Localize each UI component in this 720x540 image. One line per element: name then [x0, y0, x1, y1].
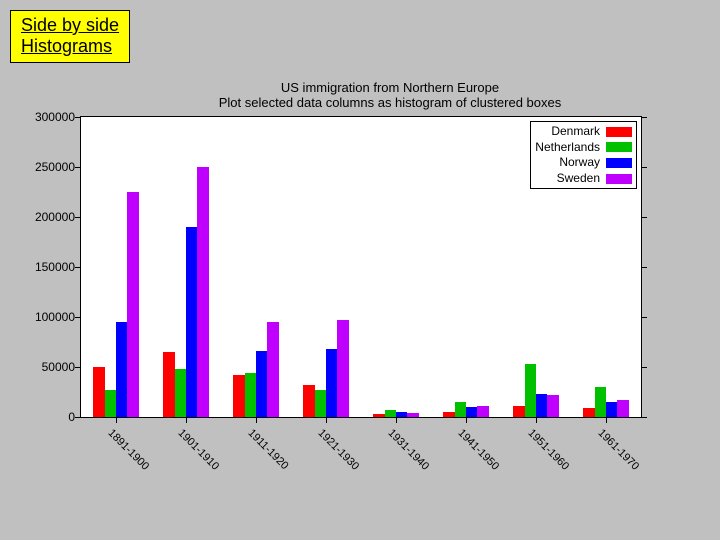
- bar: [245, 373, 256, 417]
- chart-subtitle: Plot selected data columns as histogram …: [80, 95, 700, 110]
- bar: [513, 406, 524, 417]
- legend-row: Netherlands: [535, 140, 632, 156]
- y-tick-label: 200000: [35, 210, 75, 224]
- chart-container: US immigration from Northern Europe Plot…: [80, 80, 700, 418]
- bar: [466, 407, 477, 417]
- y-tick-mark: [75, 317, 81, 318]
- bar: [116, 322, 127, 417]
- x-tick-mark: [256, 417, 257, 423]
- callout-line-1: Side by side: [21, 15, 119, 36]
- x-tick-mark: [326, 417, 327, 423]
- y-tick-mark: [75, 217, 81, 218]
- bar: [127, 192, 138, 417]
- bar: [315, 390, 326, 417]
- y-tick-mark-right: [641, 317, 647, 318]
- legend-label: Denmark: [551, 124, 600, 140]
- bar: [617, 400, 628, 417]
- bar: [233, 375, 244, 417]
- x-tick-mark: [396, 417, 397, 423]
- bar: [407, 413, 418, 417]
- y-tick-mark: [75, 367, 81, 368]
- bar: [477, 406, 488, 417]
- bar: [175, 369, 186, 417]
- y-tick-mark-right: [641, 217, 647, 218]
- bar: [373, 414, 384, 417]
- legend-swatch: [606, 127, 632, 137]
- legend-label: Norway: [559, 155, 600, 171]
- y-tick-mark: [75, 417, 81, 418]
- bar: [326, 349, 337, 417]
- chart-titles: US immigration from Northern Europe Plot…: [80, 80, 700, 110]
- y-tick-mark-right: [641, 367, 647, 368]
- y-tick-mark-right: [641, 117, 647, 118]
- bar: [536, 394, 547, 417]
- x-tick-mark: [606, 417, 607, 423]
- legend-label: Sweden: [557, 171, 600, 187]
- y-tick-mark: [75, 167, 81, 168]
- y-tick-label: 0: [68, 410, 75, 424]
- legend-swatch: [606, 174, 632, 184]
- x-tick-mark: [116, 417, 117, 423]
- bar: [525, 364, 536, 417]
- bar: [93, 367, 104, 417]
- x-tick-mark: [536, 417, 537, 423]
- x-tick-label: 1931-1940: [386, 427, 432, 473]
- bar: [186, 227, 197, 417]
- y-tick-mark-right: [641, 267, 647, 268]
- bar: [197, 167, 208, 417]
- bar: [303, 385, 314, 417]
- y-tick-mark: [75, 117, 81, 118]
- bar: [105, 390, 116, 417]
- x-tick-label: 1961-1970: [596, 427, 642, 473]
- x-tick-label: 1901-1910: [176, 427, 222, 473]
- y-tick-label: 250000: [35, 160, 75, 174]
- legend-swatch: [606, 158, 632, 168]
- bar: [267, 322, 278, 417]
- bar: [606, 402, 617, 417]
- bar: [337, 320, 348, 417]
- bar: [163, 352, 174, 417]
- legend-swatch: [606, 142, 632, 152]
- x-tick-label: 1921-1930: [316, 427, 362, 473]
- bar: [455, 402, 466, 417]
- y-tick-label: 150000: [35, 260, 75, 274]
- y-tick-label: 300000: [35, 110, 75, 124]
- bar: [443, 412, 454, 417]
- y-tick-mark-right: [641, 167, 647, 168]
- legend-label: Netherlands: [535, 140, 600, 156]
- x-tick-label: 1911-1920: [246, 427, 291, 472]
- x-tick-label: 1951-1960: [526, 427, 572, 473]
- legend: DenmarkNetherlandsNorwaySweden: [530, 121, 637, 189]
- chart-title: US immigration from Northern Europe: [80, 80, 700, 95]
- x-tick-mark: [466, 417, 467, 423]
- callout-box: Side by side Histograms: [10, 10, 130, 63]
- bar: [396, 412, 407, 417]
- x-tick-mark: [186, 417, 187, 423]
- legend-row: Sweden: [535, 171, 632, 187]
- callout-line-2: Histograms: [21, 36, 119, 57]
- y-tick-label: 50000: [42, 360, 75, 374]
- y-tick-label: 100000: [35, 310, 75, 324]
- y-tick-mark-right: [641, 417, 647, 418]
- y-tick-mark: [75, 267, 81, 268]
- bar: [547, 395, 558, 417]
- bar: [385, 410, 396, 417]
- x-tick-label: 1941-1950: [456, 427, 502, 473]
- x-tick-label: 1891-1900: [106, 427, 152, 473]
- bar: [583, 408, 594, 417]
- bar: [256, 351, 267, 417]
- legend-row: Norway: [535, 155, 632, 171]
- plot-area: DenmarkNetherlandsNorwaySweden 050000100…: [80, 116, 642, 418]
- bar: [595, 387, 606, 417]
- legend-row: Denmark: [535, 124, 632, 140]
